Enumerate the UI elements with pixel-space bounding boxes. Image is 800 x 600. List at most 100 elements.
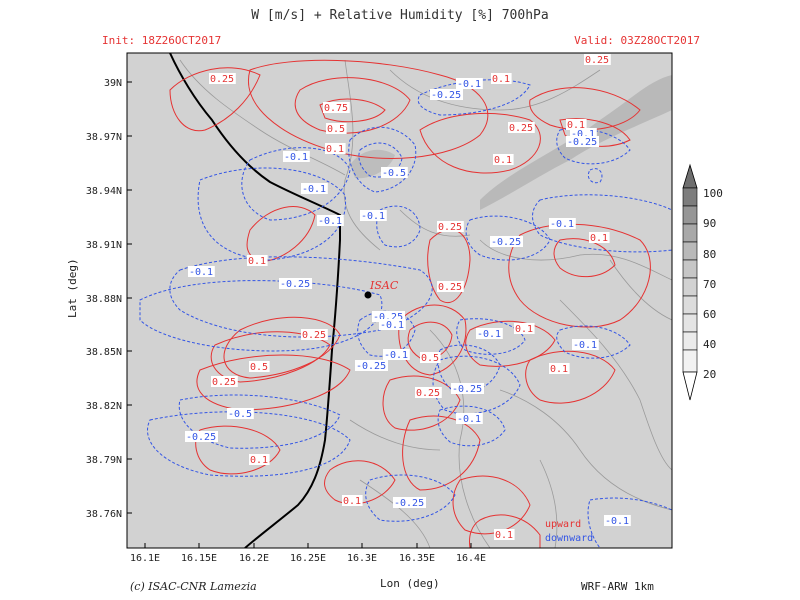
up-label: 0.1 <box>515 324 533 335</box>
up-label: 0.1 <box>550 364 568 375</box>
down-label: -0.25 <box>431 90 461 101</box>
legend-downward: downward <box>545 533 593 544</box>
up-label: 0.1 <box>590 233 608 244</box>
contour-label-background <box>604 515 631 526</box>
contour-label-background <box>493 154 514 165</box>
down-label: -0.1 <box>573 340 597 351</box>
contour-label-background <box>549 218 576 229</box>
down-label: -0.25 <box>394 498 424 509</box>
downward-labels: -0.1 -0.25 -0.1 -0.25 -0.1 -0.5 -0.1 -0.… <box>185 78 631 527</box>
station-marker <box>364 291 372 299</box>
down-label: -0.25 <box>567 137 597 148</box>
down-label: -0.1 <box>189 267 213 278</box>
contour-label-background <box>227 408 254 419</box>
contour-label-background <box>355 360 388 371</box>
colorbar-level-label: 40 <box>703 338 716 351</box>
up-label: 0.25 <box>210 74 234 85</box>
down-label: -0.1 <box>284 152 308 163</box>
contour-label-background <box>188 266 215 277</box>
down-label: -0.25 <box>186 432 216 443</box>
colorbar-labels: 100 90 80 70 60 40 20 <box>703 187 723 381</box>
colorbar-bottom-arrow <box>682 371 698 401</box>
copyright-text: (c) ISAC-CNR Lamezia <box>130 580 257 593</box>
contour-label-background <box>491 73 512 84</box>
up-label: 0.1 <box>326 144 344 155</box>
down-label: -0.1 <box>380 320 404 331</box>
lat-tick-label: 38.82N <box>86 401 122 412</box>
down-label: -0.25 <box>356 361 386 372</box>
contour-label-background <box>393 497 426 508</box>
valid-time: Valid: 03Z28OCT2017 <box>574 34 700 47</box>
lon-tick-label: 16.4E <box>456 553 486 564</box>
contour-label-background <box>490 236 523 247</box>
lon-tick-label: 16.2E <box>239 553 269 564</box>
contour-label-background <box>249 361 270 372</box>
colorbar-level-label: 100 <box>703 187 723 200</box>
up-label: 0.1 <box>343 496 361 507</box>
contour-label-background <box>185 431 218 442</box>
lon-axis: 16.1E 16.15E 16.2E 16.25E 16.3E 16.35E 16.4E <box>130 543 486 564</box>
contour-label-background <box>249 454 270 465</box>
lat-tick-label: 38.76N <box>86 509 122 520</box>
contour-label-background <box>589 232 610 243</box>
contour-label-background <box>476 328 503 339</box>
up-label: 0.1 <box>494 155 512 166</box>
contour-label-background <box>451 383 484 394</box>
contour-label-background <box>211 376 238 387</box>
contour-label-background <box>570 128 597 139</box>
contour-label-background <box>415 387 442 398</box>
up-label: 0.25 <box>212 377 236 388</box>
lat-tick-label: 38.97N <box>86 132 122 143</box>
contour-label-background <box>437 281 464 292</box>
down-label: -0.1 <box>477 329 501 340</box>
contour-label-background <box>301 329 328 340</box>
colorbar-level-label: 20 <box>703 368 716 381</box>
lon-tick-label: 16.3E <box>347 553 377 564</box>
upward-contours <box>169 59 651 548</box>
contour-label-background <box>301 183 328 194</box>
up-label: 0.25 <box>438 282 462 293</box>
down-label: -0.1 <box>571 129 595 140</box>
plot-frame <box>126 52 673 549</box>
colorbar-swatch <box>682 277 698 297</box>
contour-label-background <box>372 311 405 322</box>
lat-tick-label: 38.79N <box>86 455 122 466</box>
y-axis-label: Lat (deg) <box>66 258 79 318</box>
up-label: 0.1 <box>567 120 585 131</box>
colorbar-swatch <box>682 295 698 315</box>
up-label: 0.25 <box>438 222 462 233</box>
map-title: W [m/s] + Relative Humidity [%] 700hPa <box>251 8 549 23</box>
contour-label-background <box>383 349 410 360</box>
admin-boundaries <box>179 59 672 548</box>
model-name: WRF-ARW 1km <box>581 580 654 593</box>
colorbar-level-label: 90 <box>703 217 716 230</box>
contour-label-background <box>508 122 535 133</box>
up-label: 0.25 <box>509 123 533 134</box>
colorbar-top-arrow <box>682 163 698 189</box>
down-label: -0.1 <box>457 414 481 425</box>
contour-label-background <box>360 210 387 221</box>
down-label: -0.1 <box>384 350 408 361</box>
station-label: ISAC <box>369 279 399 292</box>
contour-label-background <box>247 255 268 266</box>
lat-tick-label: 39N <box>104 78 122 89</box>
down-label: -0.25 <box>452 384 482 395</box>
contour-label-background <box>283 151 310 162</box>
up-label: 0.1 <box>495 530 513 541</box>
up-label: 0.1 <box>248 256 266 267</box>
down-label: -0.5 <box>228 409 252 420</box>
colorbar-swatch <box>682 223 698 243</box>
contour-label-background <box>381 167 408 178</box>
contour-label-background <box>209 73 236 84</box>
contour-label-background <box>317 215 344 226</box>
contour-label-background <box>379 319 406 330</box>
lat-tick-label: 38.88N <box>86 294 122 305</box>
contour-label-background <box>420 352 441 363</box>
up-label: 0.25 <box>302 330 326 341</box>
up-label: 0.5 <box>327 124 345 135</box>
up-label: 0.75 <box>324 103 348 114</box>
up-label: 0.25 <box>416 388 440 399</box>
contour-label-background <box>456 78 483 89</box>
colorbar-swatch <box>682 241 698 261</box>
